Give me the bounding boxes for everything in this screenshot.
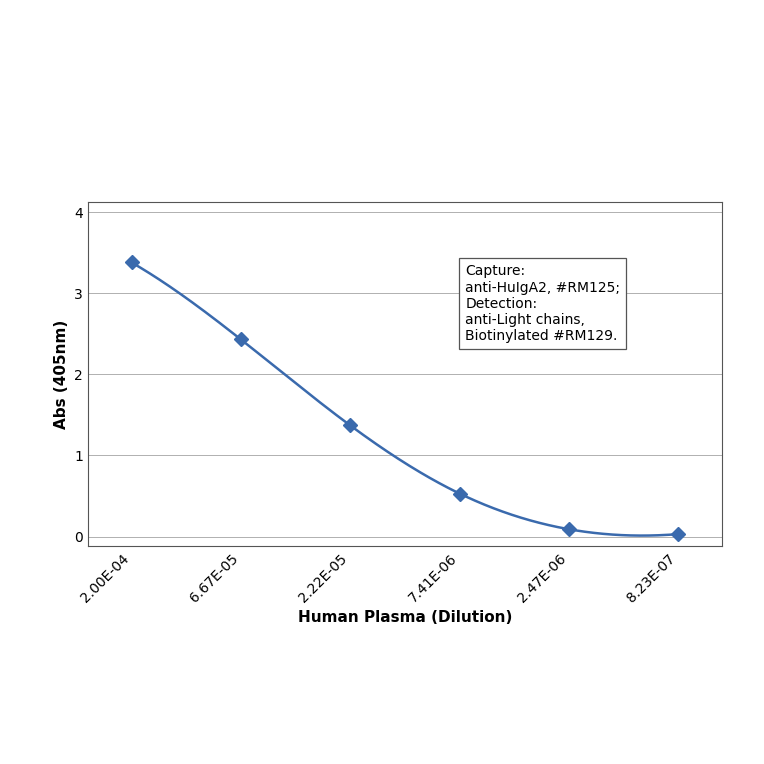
X-axis label: Human Plasma (Dilution): Human Plasma (Dilution) [298,610,512,626]
Y-axis label: Abs (405nm): Abs (405nm) [53,320,69,429]
Text: Capture:
anti-HuIgA2, #RM125;
Detection:
anti-Light chains,
Biotinylated #RM129.: Capture: anti-HuIgA2, #RM125; Detection:… [465,264,620,343]
